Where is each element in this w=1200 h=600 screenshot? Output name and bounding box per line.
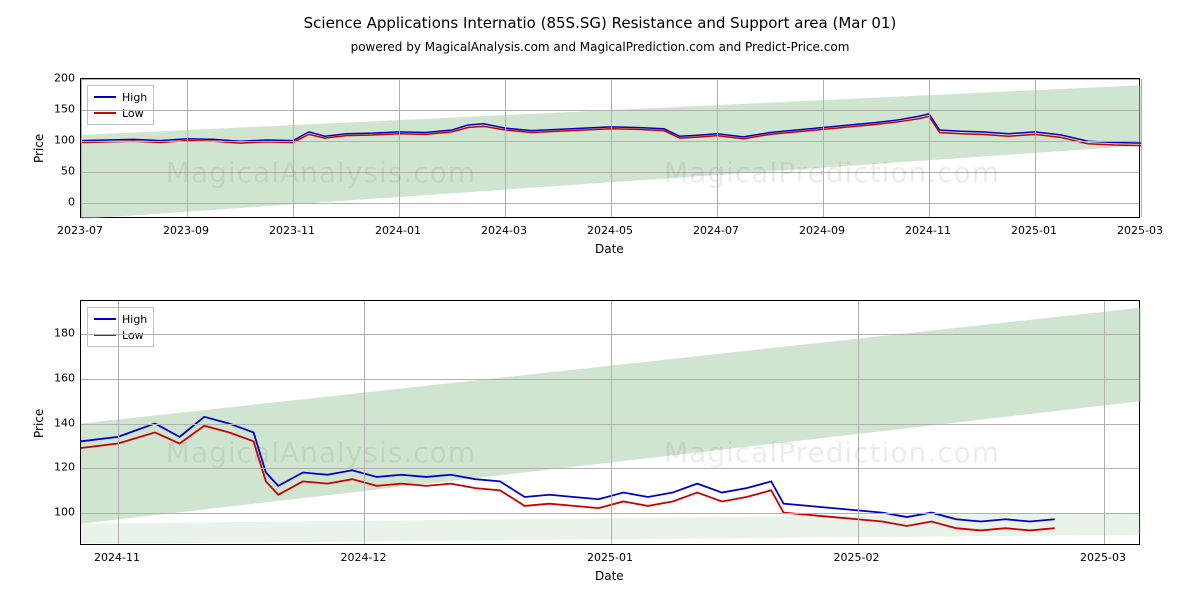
y-tick-label: 0 <box>45 196 75 209</box>
grid-line-h <box>81 110 1139 111</box>
legend-label-low: Low <box>122 107 144 120</box>
x-tick-label: 2024-11 <box>905 224 951 237</box>
legend-swatch-high <box>94 96 116 98</box>
top-x-axis-label: Date <box>595 242 624 256</box>
legend-swatch-high <box>94 318 116 320</box>
x-tick-label: 2024-01 <box>375 224 421 237</box>
grid-line-h <box>81 513 1139 514</box>
y-tick-label: 100 <box>45 505 75 518</box>
y-tick-label: 200 <box>45 72 75 85</box>
grid-line-h <box>81 334 1139 335</box>
x-tick-label: 2024-12 <box>341 551 387 564</box>
legend-row-high: High <box>94 311 147 327</box>
x-tick-label: 2025-03 <box>1117 224 1163 237</box>
grid-line-v <box>118 301 119 544</box>
y-tick-label: 150 <box>45 103 75 116</box>
grid-line-v <box>81 79 82 217</box>
grid-line-h <box>81 203 1139 204</box>
chart-main-title: Science Applications Internatio (85S.SG)… <box>0 14 1200 32</box>
y-tick-label: 180 <box>45 327 75 340</box>
x-tick-label: 2024-03 <box>481 224 527 237</box>
x-tick-label: 2023-11 <box>269 224 315 237</box>
x-tick-label: 2025-03 <box>1080 551 1126 564</box>
x-tick-label: 2024-11 <box>94 551 140 564</box>
legend-swatch-low <box>94 112 116 114</box>
grid-line-h <box>81 172 1139 173</box>
grid-line-v <box>399 79 400 217</box>
x-tick-label: 2024-07 <box>693 224 739 237</box>
legend-label-high: High <box>122 91 147 104</box>
grid-line-v <box>1104 301 1105 544</box>
grid-line-v <box>823 79 824 217</box>
top-legend: High Low <box>87 85 154 125</box>
y-tick-label: 50 <box>45 165 75 178</box>
bottom-x-axis-label: Date <box>595 569 624 583</box>
y-tick-label: 120 <box>45 461 75 474</box>
grid-line-v <box>717 79 718 217</box>
x-tick-label: 2023-07 <box>57 224 103 237</box>
grid-line-v <box>1141 79 1142 217</box>
chart-sub-title: powered by MagicalAnalysis.com and Magic… <box>0 40 1200 54</box>
x-tick-label: 2024-09 <box>799 224 845 237</box>
x-tick-label: 2024-05 <box>587 224 633 237</box>
y-tick-label: 100 <box>45 134 75 147</box>
grid-line-v <box>858 301 859 544</box>
x-tick-label: 2025-01 <box>587 551 633 564</box>
grid-line-v <box>505 79 506 217</box>
legend-row-low: Low <box>94 105 147 121</box>
grid-line-h <box>81 424 1139 425</box>
grid-line-h <box>81 79 1139 80</box>
grid-line-v <box>1035 79 1036 217</box>
y-tick-label: 160 <box>45 371 75 384</box>
grid-line-h <box>81 379 1139 380</box>
x-tick-label: 2025-01 <box>1011 224 1057 237</box>
grid-line-v <box>611 301 612 544</box>
bottom-y-axis-label: Price <box>32 408 46 437</box>
top-y-axis-label: Price <box>32 134 46 163</box>
grid-line-v <box>929 79 930 217</box>
grid-line-h <box>81 141 1139 142</box>
x-tick-label: 2023-09 <box>163 224 209 237</box>
grid-line-v <box>187 79 188 217</box>
bottom-chart-area: High Low MagicalAnalysis.comMagicalPredi… <box>80 300 1140 545</box>
top-chart-area: High Low MagicalAnalysis.comMagicalPredi… <box>80 78 1140 218</box>
grid-line-h <box>81 468 1139 469</box>
x-tick-label: 2025-02 <box>834 551 880 564</box>
y-tick-label: 140 <box>45 416 75 429</box>
legend-label-high: High <box>122 313 147 326</box>
bottom-legend: High Low <box>87 307 154 347</box>
legend-row-high: High <box>94 89 147 105</box>
grid-line-v <box>364 301 365 544</box>
grid-line-v <box>293 79 294 217</box>
grid-line-v <box>611 79 612 217</box>
